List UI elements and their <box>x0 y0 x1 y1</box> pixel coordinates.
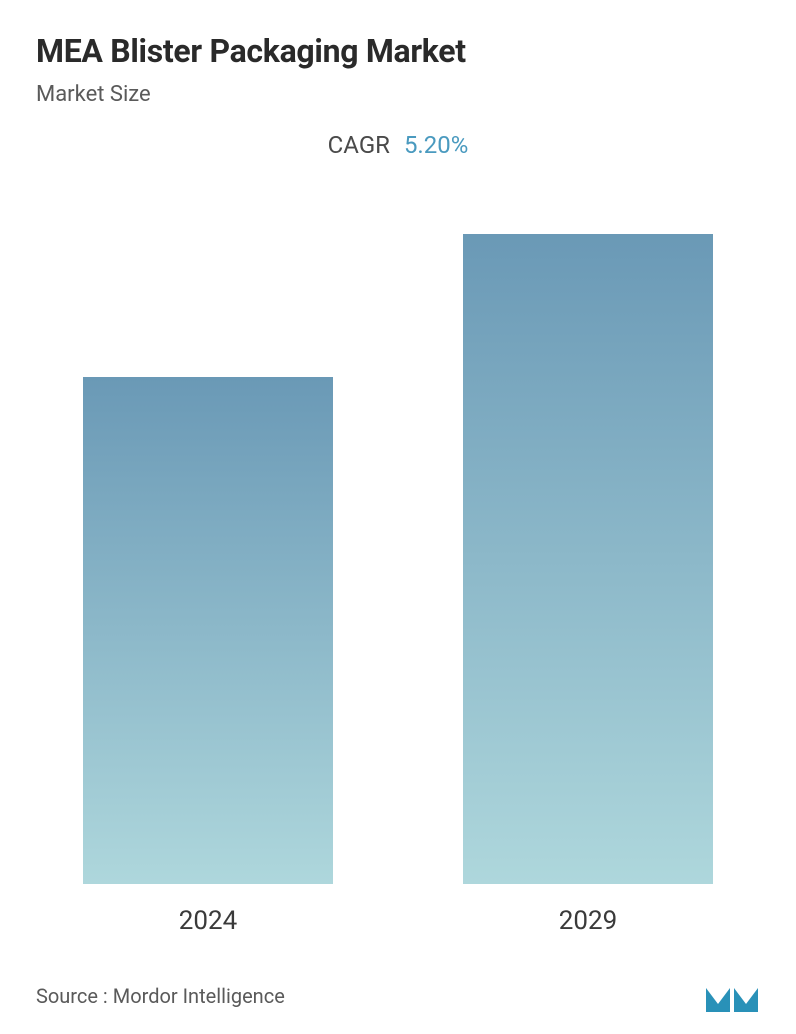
chart-title: MEA Blister Packaging Market <box>36 32 760 70</box>
footer: Source : Mordor Intelligence <box>36 956 760 1014</box>
bar-label: 2029 <box>559 906 617 936</box>
cagr-row: CAGR 5.20% <box>36 131 760 159</box>
bar-wrap: 2024 <box>78 377 338 936</box>
chart-subtitle: Market Size <box>36 82 760 107</box>
bar <box>463 234 713 884</box>
chart-container: MEA Blister Packaging Market Market Size… <box>0 0 796 1034</box>
bar-wrap: 2029 <box>458 234 718 936</box>
bar-label: 2024 <box>179 906 237 936</box>
mordor-logo-icon <box>704 978 760 1014</box>
bar-chart: 2024 2029 <box>36 195 760 956</box>
cagr-value: 5.20% <box>404 131 468 159</box>
cagr-label: CAGR <box>328 131 390 159</box>
source-text: Source : Mordor Intelligence <box>36 984 285 1008</box>
bar <box>83 377 333 884</box>
